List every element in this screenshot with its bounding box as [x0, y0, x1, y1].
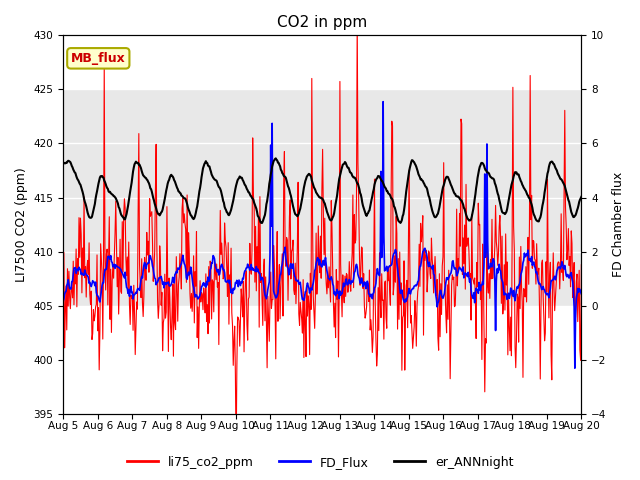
Title: CO2 in ppm: CO2 in ppm	[277, 15, 367, 30]
Legend: li75_co2_ppm, FD_Flux, er_ANNnight: li75_co2_ppm, FD_Flux, er_ANNnight	[122, 451, 518, 474]
Bar	[63, 89, 581, 306]
Text: MB_flux: MB_flux	[71, 52, 125, 65]
Y-axis label: FD Chamber flux: FD Chamber flux	[612, 172, 625, 277]
Y-axis label: LI7500 CO2 (ppm): LI7500 CO2 (ppm)	[15, 167, 28, 282]
